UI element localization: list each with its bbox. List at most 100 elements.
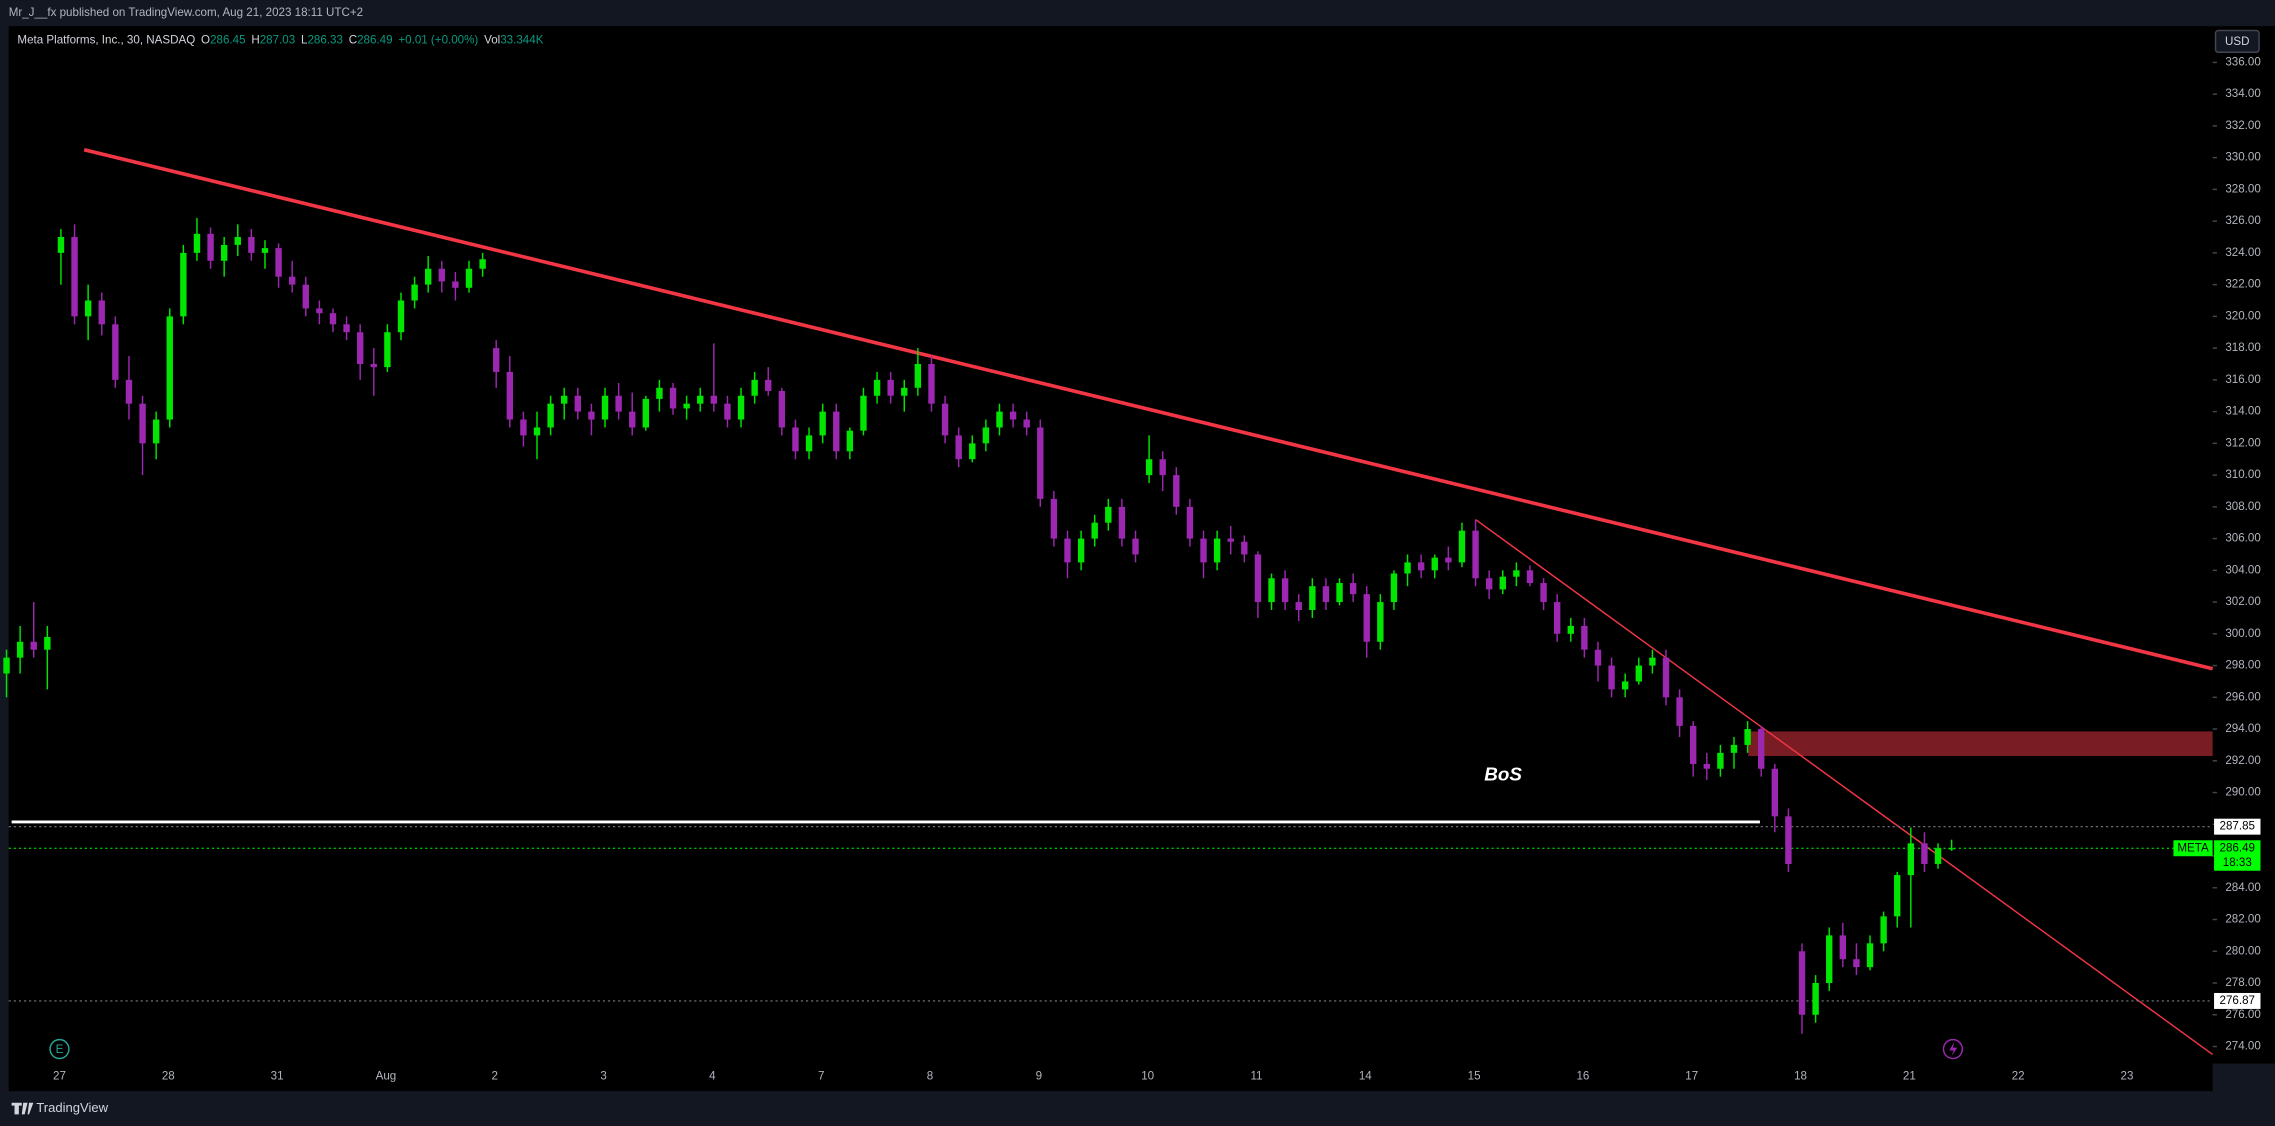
- y-tick-label: 276.00: [2225, 1008, 2260, 1021]
- earnings-icon-glyph[interactable]: E: [56, 1043, 64, 1056]
- y-tick-label: 304.00: [2225, 563, 2260, 576]
- candle-body: [697, 395, 704, 404]
- candle-body: [1853, 959, 1860, 968]
- candle-body: [193, 233, 201, 253]
- candle-body: [1839, 935, 1847, 960]
- ohlc-label: H: [251, 34, 259, 47]
- volume-label: Vol: [484, 34, 500, 47]
- candle-body: [370, 363, 377, 368]
- candle-body: [1159, 459, 1166, 476]
- candle-body: [1785, 816, 1792, 864]
- y-tick-label: 282.00: [2225, 913, 2260, 926]
- candle-body: [1499, 576, 1506, 590]
- candle-body: [152, 419, 160, 444]
- candle-body: [1608, 665, 1615, 690]
- x-tick-label: 23: [2121, 1070, 2134, 1083]
- candle-body: [996, 411, 1003, 428]
- candle-body: [452, 281, 459, 288]
- candle-body: [1091, 522, 1098, 539]
- x-tick-label: 8: [927, 1070, 933, 1083]
- candle-body: [887, 379, 894, 396]
- candle-body: [1581, 625, 1588, 650]
- candle-body: [1186, 506, 1194, 539]
- candle-body: [778, 390, 786, 428]
- candle-body: [261, 248, 269, 253]
- candle-body: [234, 237, 241, 245]
- volume-value: 33.344K: [500, 34, 543, 47]
- candle-body: [1758, 729, 1765, 769]
- currency-label[interactable]: USD: [2225, 35, 2249, 48]
- price-tag-label: 286.49: [2220, 841, 2255, 854]
- candle-body: [969, 443, 976, 460]
- candle-body: [316, 308, 323, 314]
- y-tick-label: 300.00: [2225, 627, 2260, 640]
- ohlc-label: L: [301, 34, 308, 47]
- candle-body: [220, 244, 228, 261]
- candle-body: [384, 332, 391, 368]
- candle-body: [1064, 538, 1071, 563]
- currency-button[interactable]: [2214, 29, 2260, 54]
- x-tick-label: 10: [1141, 1070, 1154, 1083]
- candle-body: [642, 398, 650, 428]
- x-tick-label: 16: [1576, 1070, 1589, 1083]
- y-tick-label: 284.00: [2225, 881, 2260, 894]
- candle-body: [71, 237, 78, 317]
- candle-body: [1717, 752, 1724, 769]
- candle-body: [1948, 848, 1955, 850]
- x-tick-label: 3: [600, 1070, 606, 1083]
- y-tick-label: 280.00: [2225, 944, 2260, 957]
- x-tick-label: 17: [1685, 1070, 1698, 1083]
- x-tick-label: 21: [1903, 1070, 1916, 1083]
- level-tag: [2214, 992, 2261, 1009]
- ohlc-value: 286.49: [357, 34, 392, 47]
- candle-body: [1009, 411, 1017, 420]
- candle-body: [1213, 538, 1221, 563]
- symbol-tag: [2173, 840, 2213, 857]
- candle-body: [1363, 594, 1370, 642]
- candle-body: [1798, 951, 1806, 1015]
- y-tick-label: 318.00: [2225, 341, 2260, 354]
- candle-body: [1513, 570, 1520, 577]
- candle-body: [1281, 578, 1289, 603]
- x-tick-label: 9: [1036, 1070, 1042, 1083]
- x-tick-label: Aug: [376, 1070, 397, 1083]
- candle-body: [846, 430, 854, 452]
- candle-body: [724, 403, 731, 420]
- supply-zone: [1748, 731, 2213, 757]
- x-tick-label: 18: [1794, 1070, 1807, 1083]
- candle-body: [1445, 557, 1452, 563]
- legend: Meta Platforms, Inc., 30, NASDAQ O286.45 H…: [17, 34, 543, 47]
- candle-body: [1322, 586, 1330, 603]
- candle-body: [1295, 602, 1302, 611]
- earnings-icon[interactable]: [49, 1038, 70, 1060]
- candle-body: [1826, 935, 1833, 984]
- candle-body: [1132, 538, 1139, 555]
- x-tick-label: 15: [1468, 1070, 1481, 1083]
- candle-body: [873, 379, 881, 396]
- time-axis: [8, 1063, 2213, 1092]
- candle-body: [1934, 848, 1942, 864]
- candle-body: [1771, 768, 1778, 817]
- x-tick-label: 14: [1359, 1070, 1372, 1083]
- ohlc-value: 287.03: [260, 34, 295, 47]
- y-tick-label: 298.00: [2225, 659, 2260, 672]
- candle-body: [683, 403, 690, 409]
- y-tick-label: 322.00: [2225, 278, 2260, 291]
- candle-body: [1145, 459, 1153, 476]
- y-tick-label: 308.00: [2225, 500, 2260, 513]
- candle-body: [248, 237, 255, 253]
- dividend-icon-glyph[interactable]: [1949, 1041, 1958, 1057]
- candle-body: [180, 252, 187, 317]
- candle-body: [615, 395, 622, 412]
- y-tick-label: 334.00: [2225, 87, 2260, 100]
- dividend-icon[interactable]: [1942, 1038, 1964, 1060]
- y-tick-label: 306.00: [2225, 532, 2260, 545]
- candle-body: [1050, 498, 1058, 539]
- y-tick-label: 290.00: [2225, 786, 2260, 799]
- x-tick-label: 28: [162, 1070, 175, 1083]
- candle-body: [1676, 697, 1683, 726]
- candle-body: [1023, 419, 1030, 428]
- candle-body: [860, 395, 867, 431]
- candle-body: [112, 324, 119, 380]
